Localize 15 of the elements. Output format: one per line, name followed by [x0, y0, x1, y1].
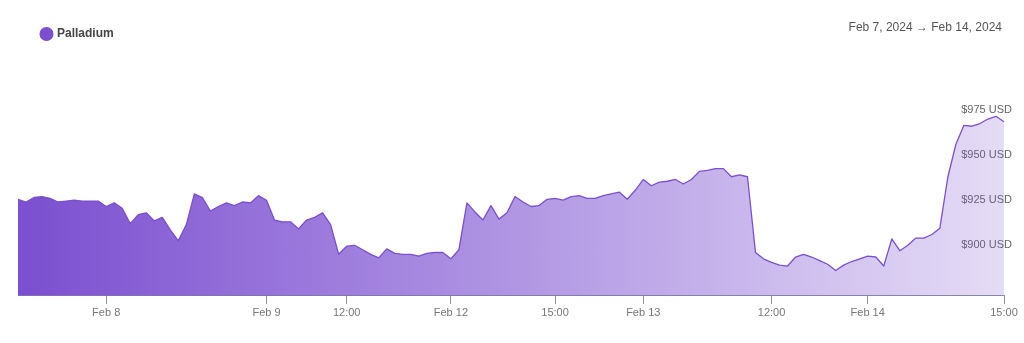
- x-tick-label: Feb 12: [433, 306, 468, 319]
- x-tick-label: 15:00: [990, 306, 1018, 319]
- chart-subtitle: Feb 7, 2024 → Feb 14, 2024: [848, 20, 1002, 34]
- y-tick-label: $975 USD: [961, 103, 1013, 116]
- legend-label: Palladium: [57, 26, 114, 41]
- y-tick-label: $925 USD: [961, 193, 1013, 206]
- x-tick-label: Feb 13: [626, 306, 661, 319]
- y-tick-label: $900 USD: [961, 238, 1013, 251]
- y-tick-label: $950 USD: [961, 148, 1013, 161]
- x-tick-label: Feb 9: [252, 306, 281, 319]
- x-tick-label: Feb 14: [850, 306, 885, 319]
- x-tick-label: 12:00: [757, 306, 786, 319]
- x-tick-label: 15:00: [541, 306, 569, 319]
- x-tick-label: Feb 8: [92, 306, 121, 319]
- x-tick-label: 12:00: [332, 306, 361, 319]
